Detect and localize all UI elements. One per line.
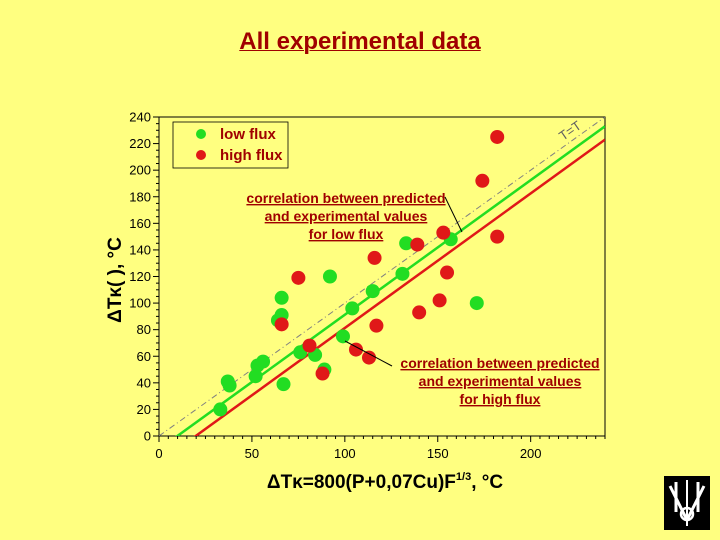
data-point-high-flux (432, 293, 447, 308)
legend-marker-high-flux (196, 150, 206, 160)
y-tick-label: 0 (144, 429, 151, 444)
data-point-high-flux (315, 366, 330, 381)
x-tick-label: 200 (520, 446, 542, 461)
identity-line-label: T=T (556, 118, 584, 144)
legend-label-high-flux: high flux (220, 147, 283, 164)
annotation-high-flux-line-2: and experimental values (419, 373, 582, 389)
data-point-low-flux (276, 377, 291, 392)
x-axis-label: ΔTκ=800(P+0,07Cu)F1/3, °C (267, 471, 503, 493)
data-point-high-flux (475, 173, 490, 188)
annotation-low-flux-line-1: correlation between predicted (246, 190, 445, 206)
data-point-low-flux (256, 354, 271, 369)
data-point-high-flux (361, 350, 376, 365)
annotation-high-flux-line-1: correlation between predicted (400, 355, 599, 371)
data-point-low-flux (322, 269, 337, 284)
fit-line-low-flux (175, 125, 605, 436)
legend-marker-low-flux (196, 129, 206, 139)
annotation-low-flux-line-3: for low flux (309, 226, 384, 242)
annotation-low-flux-line-2: and experimental values (265, 208, 428, 224)
y-tick-label: 100 (129, 296, 151, 311)
data-point-low-flux (248, 369, 263, 384)
slide-title: All experimental data (239, 28, 481, 55)
data-point-low-flux (335, 329, 350, 344)
y-tick-label: 160 (129, 216, 151, 231)
data-point-high-flux (410, 237, 425, 252)
data-point-high-flux (348, 342, 363, 357)
data-point-low-flux (213, 402, 228, 417)
y-axis-label: ΔTκ( ), °C (105, 237, 126, 323)
y-tick-label: 140 (129, 242, 151, 257)
data-point-low-flux (345, 301, 360, 316)
y-tick-label: 240 (129, 110, 151, 125)
y-tick-label: 220 (129, 136, 151, 151)
y-tick-label: 80 (137, 322, 151, 337)
x-axis-label-main: ΔTκ=800(P+0,07Cu)F (267, 472, 456, 493)
data-point-high-flux (367, 250, 382, 265)
data-point-low-flux (469, 296, 484, 311)
x-tick-label: 0 (155, 446, 162, 461)
data-point-high-flux (291, 270, 306, 285)
x-axis-label-unit: , °C (471, 472, 503, 493)
data-points (213, 129, 505, 417)
y-tick-label: 180 (129, 189, 151, 204)
y-tick-label: 200 (129, 163, 151, 178)
y-tick-label: 20 (137, 402, 151, 417)
data-point-high-flux (440, 265, 455, 280)
legend: low flux high flux (172, 121, 289, 169)
x-axis-ticks: 0 50 100 150 200 (155, 436, 606, 461)
annotation-high-flux: correlation between predicted and experi… (344, 340, 600, 407)
x-axis-label-exponent: 1/3 (456, 471, 471, 483)
y-axis-ticks: 0 20 40 60 80 100 120 140 160 180 200 220 240 (129, 110, 159, 444)
x-tick-label: 50 (245, 446, 259, 461)
data-point-high-flux (436, 225, 451, 240)
data-point-low-flux (365, 284, 380, 299)
data-point-low-flux (274, 290, 289, 305)
data-point-high-flux (302, 338, 317, 353)
y-tick-label: 40 (137, 375, 151, 390)
annotation-low-flux-pointer (444, 196, 463, 233)
data-point-high-flux (490, 229, 505, 244)
institute-logo (664, 476, 710, 530)
legend-box (172, 121, 289, 169)
data-point-low-flux (222, 378, 237, 393)
data-point-low-flux (399, 236, 414, 251)
legend-label-low-flux: low flux (220, 126, 276, 143)
annotation-high-flux-line-3: for high flux (460, 391, 541, 407)
data-point-high-flux (369, 318, 384, 333)
data-point-high-flux (274, 317, 289, 332)
fit-line-high-flux (193, 138, 605, 436)
data-point-low-flux (395, 266, 410, 281)
annotation-high-flux-pointer (344, 340, 393, 367)
y-tick-label: 120 (129, 269, 151, 284)
data-point-high-flux (490, 129, 505, 144)
y-tick-label: 60 (137, 349, 151, 364)
data-point-high-flux (412, 305, 427, 320)
x-tick-label: 100 (334, 446, 356, 461)
x-tick-label: 150 (427, 446, 449, 461)
annotation-low-flux: correlation between predicted and experi… (246, 190, 463, 242)
fit-lines (175, 125, 605, 436)
